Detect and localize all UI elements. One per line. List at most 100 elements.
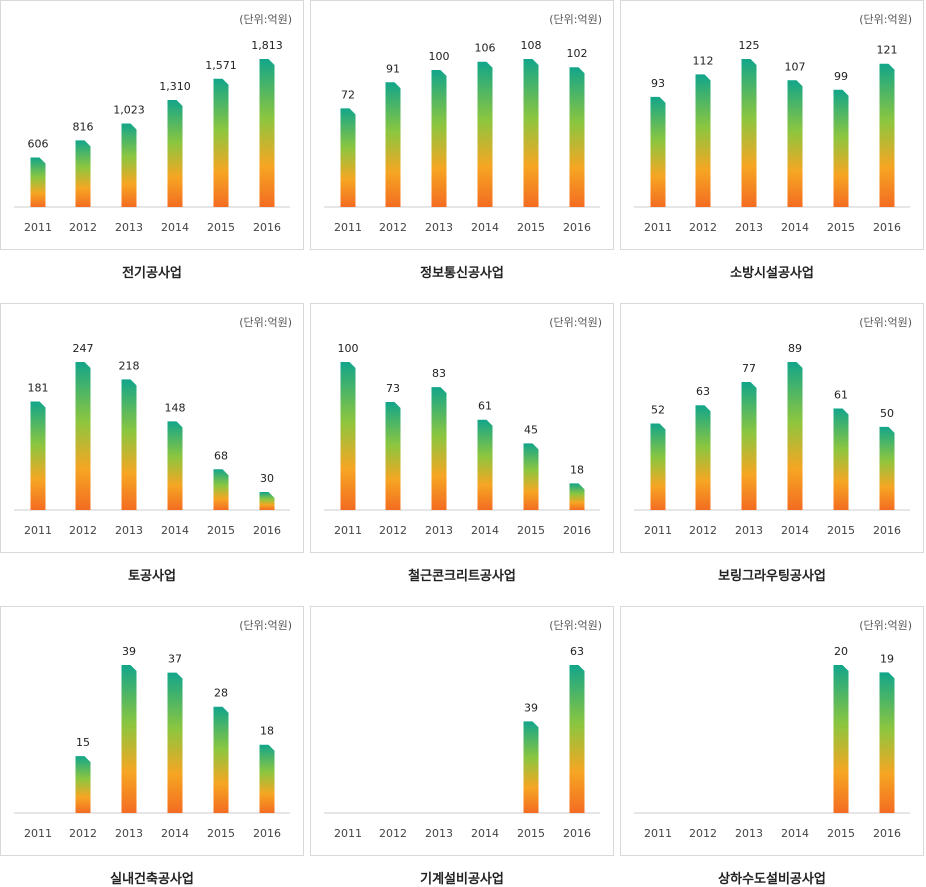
bar <box>523 721 539 813</box>
x-tick-label: 2016 <box>873 221 901 234</box>
bar <box>695 405 711 510</box>
chart-title: 보링그라우팅공사업 <box>718 569 826 584</box>
bar <box>879 426 895 510</box>
data-label: 102 <box>567 47 588 60</box>
bar <box>833 408 849 510</box>
data-label: 112 <box>693 54 714 67</box>
x-tick-label: 2016 <box>253 221 281 234</box>
x-tick-label: 2015 <box>517 827 545 840</box>
bar <box>30 401 46 510</box>
data-label: 108 <box>521 39 542 52</box>
data-label: 218 <box>119 359 140 372</box>
bar <box>121 665 137 813</box>
bar-chart: 181 2011 247 2012 218 2013 148 2014 68 2015 30 2016 <box>14 342 290 537</box>
bar <box>213 706 229 813</box>
chart-title: 상하수도설비공사업 <box>718 872 826 887</box>
data-label: 89 <box>788 342 802 355</box>
chart-title: 정보통신공사업 <box>420 266 504 281</box>
bar <box>121 123 137 207</box>
data-label: 93 <box>651 77 665 90</box>
bar <box>879 63 895 208</box>
bar <box>385 401 401 510</box>
x-tick-label: 2015 <box>517 221 545 234</box>
bar <box>650 423 666 510</box>
chart-title: 철근콘크리트공사업 <box>408 569 516 584</box>
data-label: 63 <box>570 645 584 658</box>
unit-label: (단위:억원) <box>239 13 292 26</box>
bar-chart: 2011 2012 2013 2014 39 2015 63 2016 <box>324 645 600 840</box>
bar <box>523 443 539 510</box>
data-label: 63 <box>696 385 710 398</box>
bar-chart: 2011 2012 2013 2014 20 2015 19 2016 <box>634 645 910 840</box>
data-label: 1,310 <box>159 80 191 93</box>
chart-title: 소방시설공사업 <box>730 266 814 281</box>
x-tick-label: 2014 <box>781 221 809 234</box>
x-tick-label: 2014 <box>471 827 499 840</box>
bar-chart: 93 2011 112 2012 125 2013 107 2014 99 2015 121 2016 <box>634 39 910 234</box>
x-tick-label: 2012 <box>689 827 717 840</box>
bar-chart: 72 2011 91 2012 100 2013 106 2014 108 2015 102 2016 <box>324 39 600 234</box>
data-label: 99 <box>834 70 848 83</box>
bar <box>569 665 585 813</box>
unit-label: (단위:억원) <box>549 316 602 329</box>
data-label: 15 <box>76 736 90 749</box>
chart-title: 전기공사업 <box>122 266 182 281</box>
x-tick-label: 2014 <box>161 827 189 840</box>
bar-chart: 2011 15 2012 39 2013 37 2014 28 2015 18 2016 <box>14 645 290 840</box>
data-label: 19 <box>880 652 894 665</box>
bar <box>213 469 229 510</box>
x-tick-label: 2012 <box>69 524 97 537</box>
x-tick-label: 2015 <box>207 221 235 234</box>
x-tick-label: 2013 <box>115 221 143 234</box>
data-label: 83 <box>432 367 446 380</box>
x-tick-label: 2016 <box>873 524 901 537</box>
x-tick-label: 2015 <box>827 827 855 840</box>
chart-frame <box>310 606 614 856</box>
bar <box>879 672 895 813</box>
chart-frame <box>310 0 614 250</box>
unit-label: (단위:억원) <box>549 619 602 632</box>
chart-panel: (단위:억원) 606 2011 816 2012 1,023 2013 1,310 2014 1… <box>0 0 304 281</box>
bar-chart: 52 2011 63 2012 77 2013 89 2014 61 2015 50 2016 <box>634 342 910 537</box>
unit-label: (단위:억원) <box>239 619 292 632</box>
chart-title: 실내건축공사업 <box>110 872 194 887</box>
data-label: 1,813 <box>251 39 283 52</box>
x-tick-label: 2016 <box>253 827 281 840</box>
data-label: 52 <box>651 404 665 417</box>
x-tick-label: 2016 <box>253 524 281 537</box>
bar <box>833 89 849 207</box>
chart-frame <box>620 606 924 856</box>
x-tick-label: 2015 <box>827 221 855 234</box>
bar <box>477 61 493 208</box>
bar <box>431 69 447 208</box>
bar <box>75 756 91 813</box>
bar-chart: 100 2011 73 2012 83 2013 61 2014 45 2015 18 2016 <box>324 342 600 537</box>
x-tick-label: 2016 <box>563 524 591 537</box>
chart-frame <box>310 303 614 553</box>
chart-frame <box>0 303 304 553</box>
data-label: 606 <box>28 138 49 151</box>
chart-frame <box>0 606 304 856</box>
data-label: 68 <box>214 449 228 462</box>
bar <box>569 483 585 510</box>
bar <box>385 82 401 207</box>
data-label: 18 <box>260 725 274 738</box>
x-tick-label: 2016 <box>563 221 591 234</box>
x-tick-label: 2011 <box>644 221 672 234</box>
data-label: 39 <box>524 701 538 714</box>
bar <box>259 492 275 510</box>
bar <box>340 362 356 510</box>
x-tick-label: 2014 <box>161 221 189 234</box>
data-label: 1,571 <box>205 59 237 72</box>
bar <box>167 672 183 813</box>
bar <box>833 665 849 813</box>
bar <box>30 157 46 207</box>
bar <box>787 80 803 207</box>
data-label: 45 <box>524 423 538 436</box>
data-label: 125 <box>739 39 760 52</box>
data-label: 121 <box>877 44 898 57</box>
x-tick-label: 2011 <box>644 827 672 840</box>
bar <box>340 108 356 207</box>
bar <box>167 421 183 510</box>
data-label: 20 <box>834 645 848 658</box>
